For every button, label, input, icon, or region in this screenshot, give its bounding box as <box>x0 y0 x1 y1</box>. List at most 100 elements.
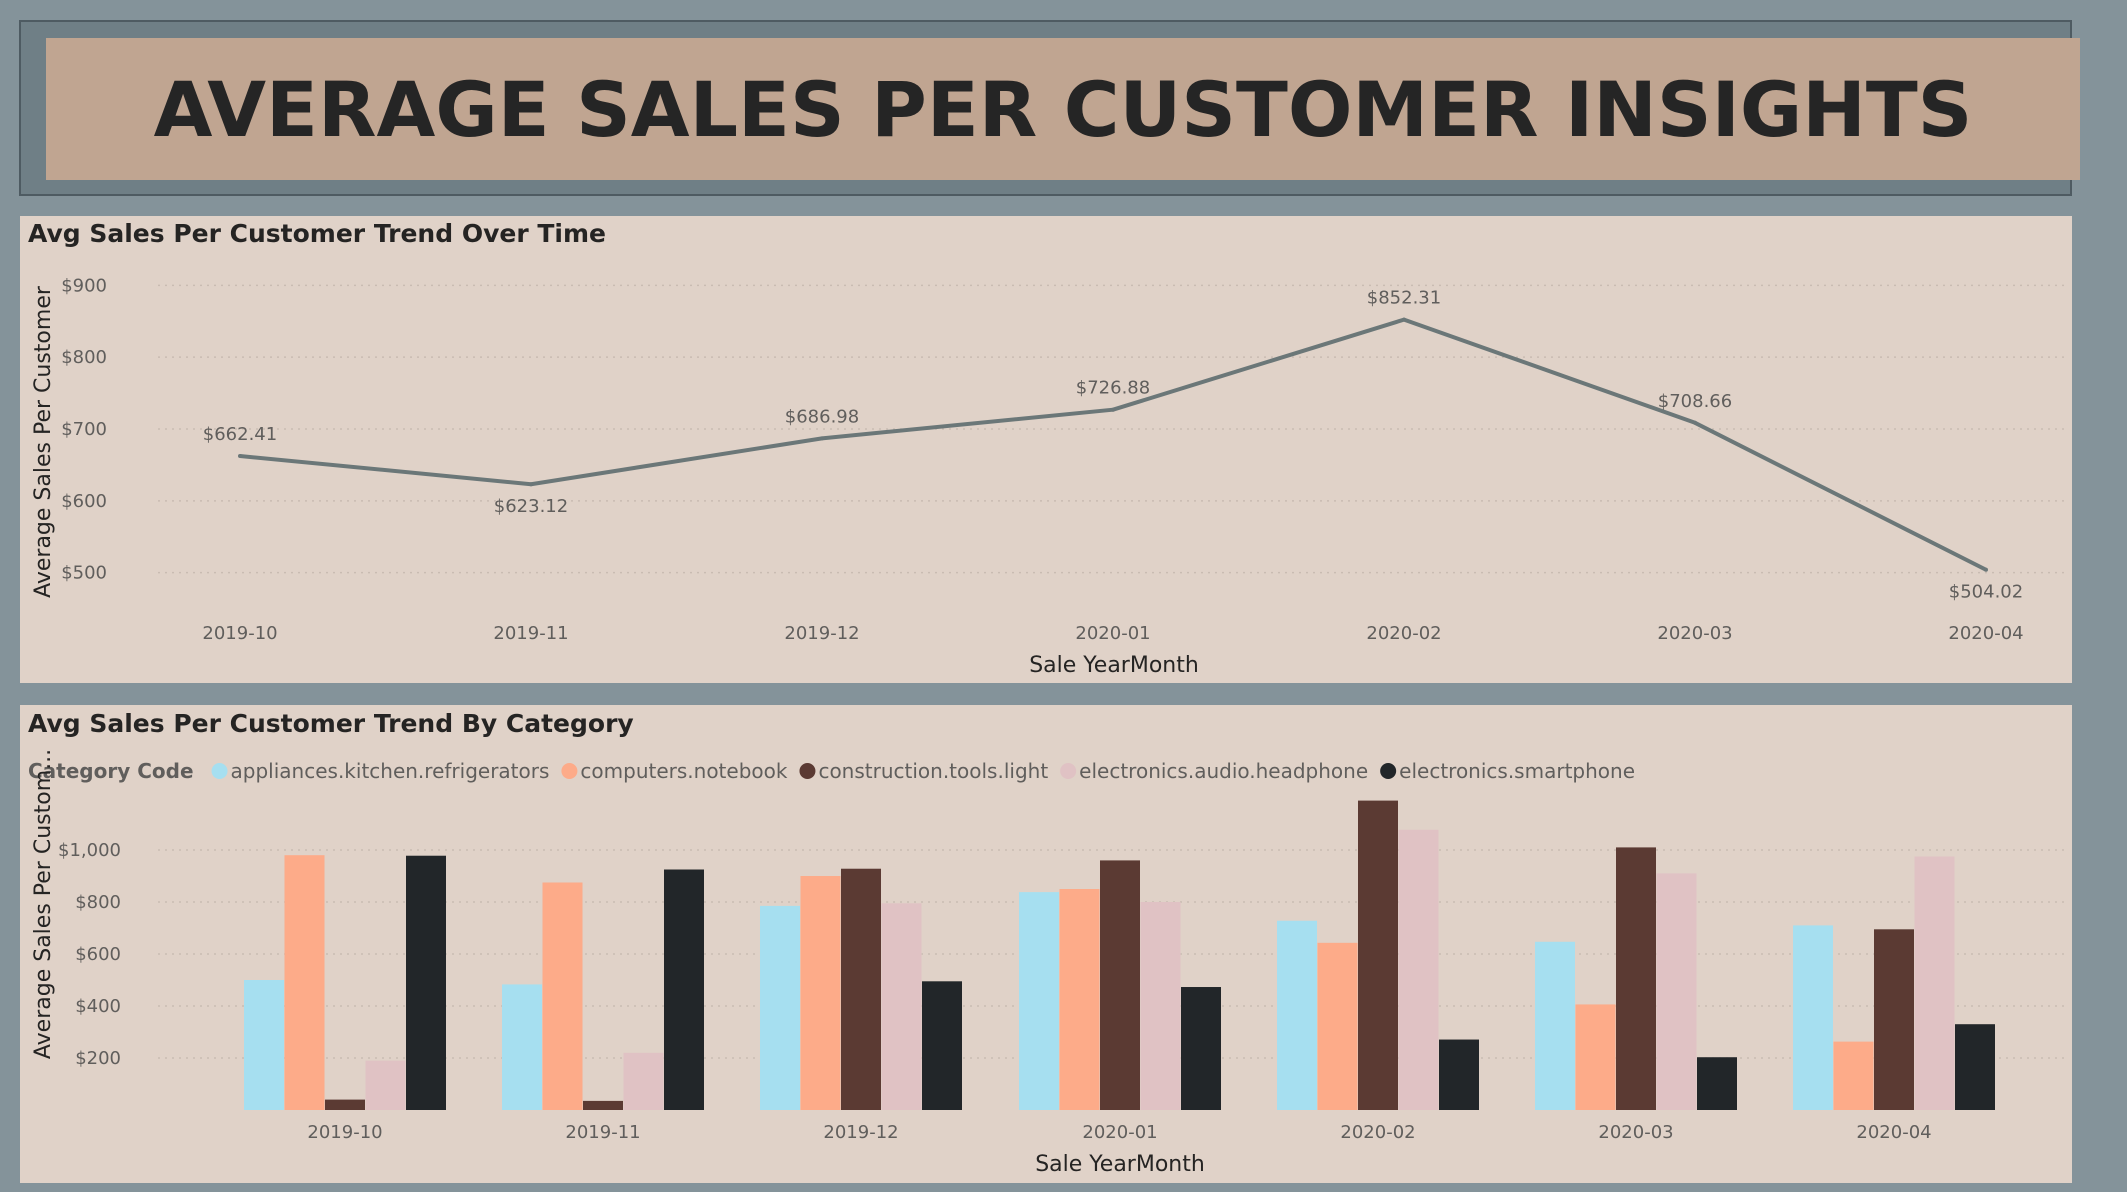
legend-swatch <box>1060 763 1077 779</box>
line-point <box>1402 317 1406 322</box>
bar-electronics-audio-headphone <box>1398 829 1439 1110</box>
bar-construction-tools-light <box>1616 847 1656 1110</box>
bar-computers-notebook <box>1317 942 1358 1110</box>
line-point <box>529 482 533 487</box>
line-y-tick-label: $800 <box>61 347 107 368</box>
line-y-tick-label: $500 <box>61 563 107 584</box>
bar-chart-y-ticks: $200 $400 $600 $800 $1,000 <box>58 840 121 1069</box>
bar-electronics-smartphone <box>1181 987 1221 1110</box>
line-chart-title: Avg Sales Per Customer Trend Over Time <box>28 219 606 248</box>
line-point <box>1111 407 1115 412</box>
bar-electronics-smartphone <box>1955 1024 1995 1110</box>
legend-swatch <box>211 763 228 779</box>
line-chart-panel[interactable]: Avg Sales Per Customer Trend Over Time A… <box>20 216 2072 683</box>
bar-x-tick-label: 2019-10 <box>307 1122 382 1143</box>
bar-x-tick-label: 2020-02 <box>1340 1122 1415 1143</box>
bar-computers-notebook <box>1575 1004 1616 1110</box>
bar-chart-x-ticks: 2019-10 2019-11 2019-12 2020-01 2020-02 2020-… <box>307 1122 1931 1143</box>
bar-electronics-audio-headphone <box>881 903 922 1110</box>
bar-appliances-kitchen-refrigerators <box>1535 941 1575 1110</box>
line-data-label: $504.02 <box>1949 582 2023 603</box>
bar-electronics-smartphone <box>1439 1039 1479 1110</box>
bar-appliances-kitchen-refrigerators <box>760 905 800 1110</box>
bar-x-tick-label: 2019-12 <box>823 1122 898 1143</box>
bar-electronics-audio-headphone <box>1914 856 1955 1110</box>
line-x-tick-label: 2019-10 <box>202 623 277 644</box>
bar-construction-tools-light <box>1100 860 1140 1110</box>
line-point <box>820 436 824 441</box>
line-x-tick-label: 2019-11 <box>493 623 568 644</box>
line-chart: Avg Sales Per Customer Trend Over Time A… <box>28 219 2066 678</box>
line-chart-y-ticks: $500 $600 $700 $800 $900 <box>61 275 107 583</box>
legend-swatch <box>561 763 578 779</box>
bar-appliances-kitchen-refrigerators <box>1793 925 1833 1110</box>
line-data-label: $662.41 <box>203 424 277 445</box>
bar-computers-notebook <box>1059 889 1100 1110</box>
bar-y-tick-label: $600 <box>75 944 121 965</box>
bar-electronics-smartphone <box>664 869 704 1110</box>
line-point <box>238 453 242 458</box>
page-title: AVERAGE SALES PER CUSTOMER INSIGHTS <box>153 64 1973 154</box>
line-x-tick-label: 2020-03 <box>1657 623 1732 644</box>
line-data-label: $686.98 <box>785 406 859 427</box>
bar-construction-tools-light <box>841 868 881 1110</box>
legend-item-label[interactable]: electronics.audio.headphone <box>1079 759 1368 783</box>
line-x-tick-label: 2020-04 <box>1948 623 2023 644</box>
bar-y-tick-label: $1,000 <box>58 840 121 861</box>
bar-chart-bars <box>244 800 1995 1110</box>
legend-item-label[interactable]: electronics.smartphone <box>1399 759 1635 783</box>
bar-electronics-audio-headphone <box>365 1060 406 1110</box>
legend-swatch <box>799 763 816 779</box>
line-point <box>1693 420 1697 425</box>
bar-appliances-kitchen-refrigerators <box>244 980 284 1110</box>
line-x-tick-label: 2020-01 <box>1075 623 1150 644</box>
header-banner: AVERAGE SALES PER CUSTOMER INSIGHTS <box>46 38 2080 180</box>
bar-x-tick-label: 2019-11 <box>565 1122 640 1143</box>
line-data-label: $852.31 <box>1367 288 1441 309</box>
bar-chart-x-axis-title: Sale YearMonth <box>1035 1152 1205 1177</box>
bar-appliances-kitchen-refrigerators <box>1019 892 1059 1110</box>
line-chart-x-ticks: 2019-10 2019-11 2019-12 2020-01 2020-02 2020-… <box>202 623 2023 644</box>
line-x-tick-label: 2019-12 <box>784 623 859 644</box>
bar-chart-legend[interactable]: Category Code appliances.kitchen.refriger… <box>28 759 1635 783</box>
bar-y-tick-label: $400 <box>75 996 121 1017</box>
bar-y-tick-label: $200 <box>75 1048 121 1069</box>
legend-item-label[interactable]: computers.notebook <box>580 759 787 783</box>
bar-y-tick-label: $800 <box>75 892 121 913</box>
line-y-tick-label: $600 <box>61 491 107 512</box>
line-chart-data-labels: $662.41 $623.12 $686.98 $726.88 $852.31 $708.… <box>203 288 2023 603</box>
line-data-label: $708.66 <box>1658 391 1732 412</box>
bar-computers-notebook <box>1833 1041 1874 1110</box>
bar-construction-tools-light <box>583 1100 623 1110</box>
bar-chart: Avg Sales Per Customer Trend By Category… <box>28 709 2066 1177</box>
legend-item-label[interactable]: appliances.kitchen.refrigerators <box>231 759 550 783</box>
legend-swatch <box>1380 763 1397 779</box>
legend-title: Category Code <box>28 759 194 783</box>
bar-appliances-kitchen-refrigerators <box>1277 920 1317 1110</box>
line-data-label: $623.12 <box>494 496 568 517</box>
bar-computers-notebook <box>542 882 583 1110</box>
bar-electronics-audio-headphone <box>1140 902 1181 1110</box>
bar-x-tick-label: 2020-01 <box>1082 1122 1157 1143</box>
bar-chart-title: Avg Sales Per Customer Trend By Category <box>28 709 634 738</box>
bar-chart-y-axis-title: Average Sales Per Custom... <box>31 749 56 1059</box>
line-data-label: $726.88 <box>1076 378 1150 399</box>
bar-electronics-smartphone <box>406 855 446 1110</box>
bar-electronics-audio-headphone <box>623 1052 664 1110</box>
bar-appliances-kitchen-refrigerators <box>502 984 542 1110</box>
bar-computers-notebook <box>800 876 841 1110</box>
line-x-tick-label: 2020-02 <box>1366 623 1441 644</box>
line-chart-gridlines <box>158 284 2066 574</box>
bar-construction-tools-light <box>1874 929 1914 1110</box>
line-y-tick-label: $900 <box>61 275 107 296</box>
bar-computers-notebook <box>284 855 325 1110</box>
bar-electronics-smartphone <box>922 981 962 1110</box>
line-point <box>1984 567 1988 572</box>
bar-electronics-audio-headphone <box>1656 873 1697 1110</box>
bar-electronics-smartphone <box>1697 1057 1737 1110</box>
bar-construction-tools-light <box>1358 800 1398 1110</box>
legend-item-label[interactable]: construction.tools.light <box>818 759 1048 783</box>
line-y-tick-label: $700 <box>61 419 107 440</box>
bar-x-tick-label: 2020-04 <box>1856 1122 1931 1143</box>
bar-chart-panel[interactable]: Avg Sales Per Customer Trend By Category… <box>20 705 2072 1183</box>
